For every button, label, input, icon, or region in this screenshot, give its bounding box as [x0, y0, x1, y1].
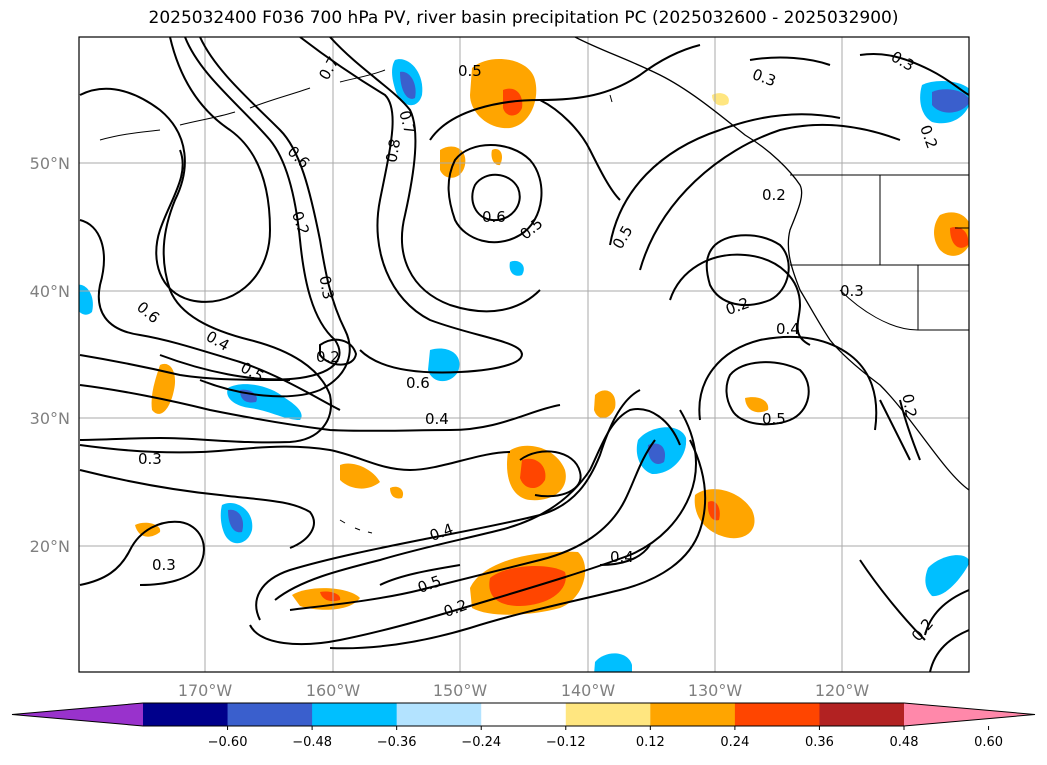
- contour-label: 0.3: [138, 450, 162, 468]
- precip-anomaly-negative: [509, 260, 524, 276]
- colorbar-segment: [650, 703, 736, 726]
- map-frame: [78, 36, 970, 673]
- colorbar-segment: [227, 703, 313, 726]
- colorbar-segment: [819, 703, 905, 726]
- colorbar-segment: [312, 703, 398, 726]
- lat-label: 20°N: [30, 537, 70, 556]
- colorbar-extend-min: [12, 703, 143, 726]
- lat-label: 30°N: [30, 409, 70, 428]
- pv-contours: [79, 37, 969, 672]
- colorbar-segment: [565, 703, 651, 726]
- lat-label: 40°N: [30, 282, 70, 301]
- precip-anomaly-positive: [491, 149, 503, 166]
- colorbar-segment: [143, 703, 229, 726]
- precip-anomaly-strong: [489, 566, 566, 606]
- contour-label: 0.4: [425, 410, 449, 428]
- colorbar-tick-label: 0.12: [636, 735, 665, 750]
- precip-anomaly-positive: [340, 463, 380, 489]
- precip-anomaly-positive: [745, 397, 769, 413]
- contour-label: 0.4: [776, 320, 800, 338]
- chart-title: 2025032400 F036 700 hPa PV, river basin …: [148, 8, 899, 28]
- lon-label: 160°W: [306, 681, 361, 700]
- colorbar-extend-max: [904, 703, 1035, 726]
- precip-anomaly-strong: [707, 501, 720, 521]
- lon-label: 140°W: [561, 681, 616, 700]
- colorbar-tick-label: −0.24: [461, 735, 501, 750]
- contour-label: 0.4: [610, 548, 634, 566]
- latitude-labels: 50°N 40°N 30°N 20°N: [30, 154, 70, 556]
- precip-anomaly-positive: [594, 390, 616, 419]
- precip-anomaly-strong: [950, 226, 969, 248]
- contour-label: 0.3: [840, 282, 864, 300]
- contour-label: 0.2: [762, 186, 786, 204]
- lon-label: 150°W: [433, 681, 488, 700]
- contour-label: 0.8: [382, 137, 404, 164]
- contour-label: 0.3: [152, 556, 176, 574]
- colorbar-segment: [734, 703, 820, 726]
- precip-anomaly-negative-strong: [647, 443, 666, 465]
- colorbar-tick-label: −0.48: [292, 735, 332, 750]
- colorbar-tick-label: 0.24: [720, 735, 749, 750]
- contour-label: 0.6: [406, 374, 430, 392]
- precip-anomaly-negative-strong: [400, 71, 416, 99]
- precip-anomaly-strong: [320, 591, 341, 602]
- contour-label: 0.3: [316, 274, 338, 301]
- colorbar-segment: [481, 703, 567, 726]
- precip-anomaly-positive: [712, 93, 729, 106]
- contour-label: 0.5: [458, 62, 482, 80]
- precip-anomaly-negative-strong: [932, 89, 969, 113]
- colorbar-tick-label: 0.36: [805, 735, 834, 750]
- contour-label: 0.6: [482, 208, 506, 226]
- colorbar-tick-label: −0.60: [208, 735, 248, 750]
- precip-anomaly-negative: [79, 284, 93, 315]
- precip-anomaly-positive: [390, 486, 404, 499]
- contour-label: 0.5: [762, 410, 786, 428]
- colorbar-tick-label: −0.36: [377, 735, 417, 750]
- colorbar-outline: [11, 702, 1036, 727]
- lon-label: 170°W: [178, 681, 233, 700]
- colorbar-tick-label: 0.48: [890, 735, 919, 750]
- colorbar: −0.60 −0.48 −0.36 −0.24 −0.12 0.12 0.24 0.36 0.4…: [11, 702, 1036, 750]
- precip-anomaly-strong: [520, 458, 546, 489]
- lon-label: 130°W: [688, 681, 743, 700]
- longitude-labels: 170°W 160°W 150°W 140°W 130°W 120°W: [178, 681, 870, 700]
- colorbar-tick-label: −0.12: [546, 735, 586, 750]
- lon-label: 120°W: [815, 681, 870, 700]
- precip-anomaly-negative: [594, 653, 632, 672]
- precip-anomaly-negative-strong: [228, 509, 244, 533]
- colorbar-tick-label: 0.60: [974, 735, 1003, 750]
- precip-anomaly-negative: [925, 555, 969, 597]
- colorbar-segment: [396, 703, 482, 726]
- graticule: [79, 37, 969, 672]
- contour-label: 0.7: [395, 108, 419, 136]
- contour-label: 0.2: [898, 392, 920, 419]
- contour-label: 0.2: [316, 348, 340, 366]
- lat-label: 50°N: [30, 154, 70, 173]
